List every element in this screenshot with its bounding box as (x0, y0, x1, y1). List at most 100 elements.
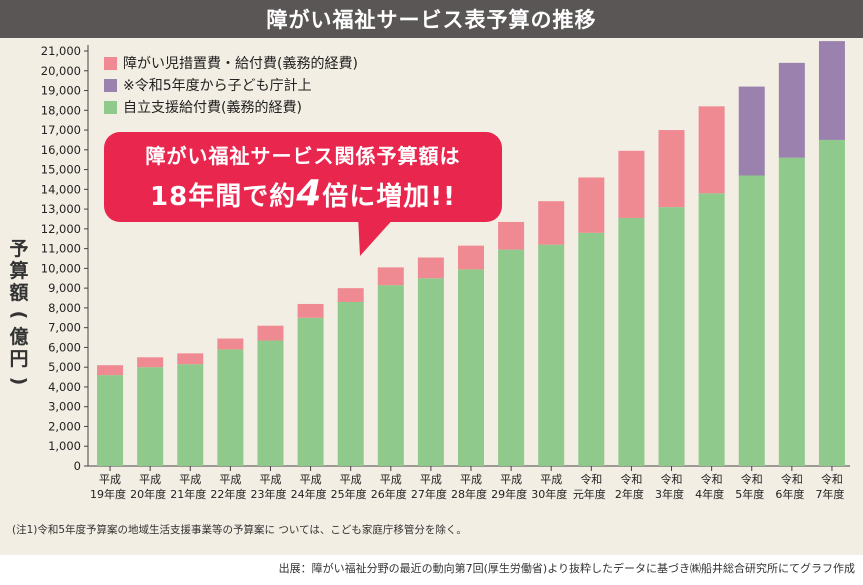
bar-segment (818, 139, 845, 466)
legend-item: 自立支援給付費(義務的経費) (104, 96, 358, 118)
x-tick-label-year: 23年度 (250, 487, 286, 501)
x-tick-label-year: 29年度 (491, 487, 527, 501)
y-tick-label: 15,000 (41, 163, 81, 177)
legend-label: 障がい児措置費・給付費(義務的経費) (123, 56, 358, 72)
x-tick-label-era: 平成 (500, 473, 522, 486)
legend: 障がい児措置費・給付費(義務的経費) ※令和5年度から子ども庁計上自立支援給付費(… (104, 52, 358, 118)
footnote: (注1)令和5年度予算案の地域生活支援事業等の予算案に ついては、こども家庭庁移… (12, 524, 467, 536)
y-tick-label: 3,000 (48, 400, 81, 414)
bar-segment (738, 175, 765, 466)
x-tick-label-era: 平成 (420, 473, 442, 486)
legend-swatch (104, 78, 117, 92)
bar-segment (417, 278, 444, 466)
bar-segment (97, 375, 124, 466)
x-tick-label-era: 平成 (179, 473, 201, 486)
bar-segment (97, 365, 124, 376)
bar-segment (538, 201, 565, 245)
x-tick-label-era: 平成 (99, 473, 121, 486)
bar-segment (377, 267, 404, 286)
x-tick-label-era: 平成 (219, 473, 241, 486)
y-axis-label-char: 算 (9, 260, 29, 282)
bar-segment (297, 317, 324, 466)
x-tick-label-year: 24年度 (291, 487, 327, 501)
x-tick-label-year: 25年度 (331, 487, 367, 501)
x-tick-label-year: 元年度 (573, 487, 606, 501)
y-tick-label: 7,000 (48, 321, 81, 335)
y-tick-label: 5,000 (48, 360, 81, 374)
x-tick-label-era: 令和 (580, 472, 602, 486)
bar-segment (297, 303, 324, 318)
y-axis-label: 予算額 (億円) (6, 238, 32, 392)
source-credit: 出展：障がい福祉分野の最近の動向第7回(厚生労働省)より抜粋したデータに基づき㈱… (278, 562, 855, 575)
x-tick-label-year: 28年度 (451, 487, 487, 501)
x-tick-label-era: 平成 (300, 473, 322, 486)
y-tick-label: 10,000 (41, 261, 81, 275)
bar-segment (137, 357, 164, 368)
bar-segment (337, 301, 364, 466)
x-tick-label-year: 2年度 (615, 487, 644, 501)
legend-item: 障がい児措置費・給付費(義務的経費) (104, 52, 358, 74)
x-tick-label-era: 令和 (781, 472, 803, 486)
callout-multiplier: 4 (296, 173, 323, 214)
y-tick-label: 6,000 (48, 340, 81, 354)
y-axis-label-char: ( (8, 310, 30, 320)
legend-item: ※令和5年度から子ども庁計上 (104, 74, 358, 96)
bar-segment (658, 207, 685, 466)
x-tick-label-year: 6年度 (775, 487, 804, 501)
y-tick-label: 12,000 (41, 222, 81, 236)
bar-segment (818, 41, 845, 140)
bar-segment (778, 157, 805, 466)
chart-title: 障がい福祉サービス表予算の推移 (0, 0, 863, 38)
x-tick-label-year: 26年度 (371, 487, 407, 501)
x-tick-label-year: 22年度 (210, 487, 246, 501)
bar-segment (698, 193, 725, 467)
x-tick-label-era: 平成 (380, 473, 402, 486)
x-tick-label-year: 21年度 (170, 487, 206, 501)
y-axis-label-char: 予 (9, 238, 29, 260)
bar-segment (377, 285, 404, 466)
legend-swatch (104, 56, 117, 70)
bar-segment (738, 86, 765, 176)
bar-segment (698, 106, 725, 194)
y-axis-label-char: ) (8, 376, 30, 386)
y-tick-label: 18,000 (41, 103, 81, 117)
bar-segment (417, 257, 444, 279)
bar-segment (217, 338, 244, 350)
x-tick-label-year: 4年度 (695, 487, 724, 501)
x-tick-label-era: 令和 (661, 472, 683, 486)
y-axis-label-char: 円 (9, 348, 29, 370)
bar-segment (538, 244, 565, 466)
callout-line-2: 18年間で約4倍に増加!! (104, 173, 502, 214)
x-tick-label-year: 7年度 (815, 487, 844, 501)
callout-line-1: 障がい福祉サービス関係予算額は (145, 144, 461, 168)
y-tick-label: 17,000 (41, 123, 81, 137)
y-tick-label: 9,000 (48, 281, 81, 295)
x-tick-label-era: 令和 (701, 472, 723, 486)
bar-segment (177, 364, 204, 466)
y-tick-label: 2,000 (48, 419, 81, 433)
x-tick-label-year: 19年度 (90, 487, 126, 501)
bar-segment (337, 288, 364, 302)
y-axis-label-char: 億 (9, 326, 29, 348)
y-tick-label: 16,000 (41, 143, 81, 157)
y-tick-label: 21,000 (41, 44, 81, 58)
y-tick-label: 20,000 (41, 64, 81, 78)
bar-segment (778, 62, 805, 158)
bar-segment (458, 245, 484, 270)
y-tick-label: 1,000 (48, 439, 81, 453)
x-tick-label-era: 令和 (620, 472, 642, 486)
y-tick-label: 19,000 (41, 84, 81, 98)
bar-segment (137, 367, 164, 466)
x-tick-label-era: 令和 (741, 472, 763, 486)
y-tick-label: 13,000 (41, 202, 81, 216)
x-tick-label-era: 平成 (540, 473, 562, 486)
legend-swatch (104, 100, 117, 114)
chart-panel: 0 1,000 2,000 3,000 4,000 5,000 6,000 7,000 8,00… (0, 38, 863, 555)
x-tick-label-year: 30年度 (531, 487, 567, 501)
bar-segment (498, 249, 525, 466)
legend-label: 自立支援給付費(義務的経費) (123, 100, 302, 116)
bar-segment (618, 217, 645, 466)
bar-segment (578, 177, 605, 233)
bar-chart: 0 1,000 2,000 3,000 4,000 5,000 6,000 7,000 8,00… (41, 41, 850, 501)
y-tick-label: 8,000 (48, 301, 81, 315)
